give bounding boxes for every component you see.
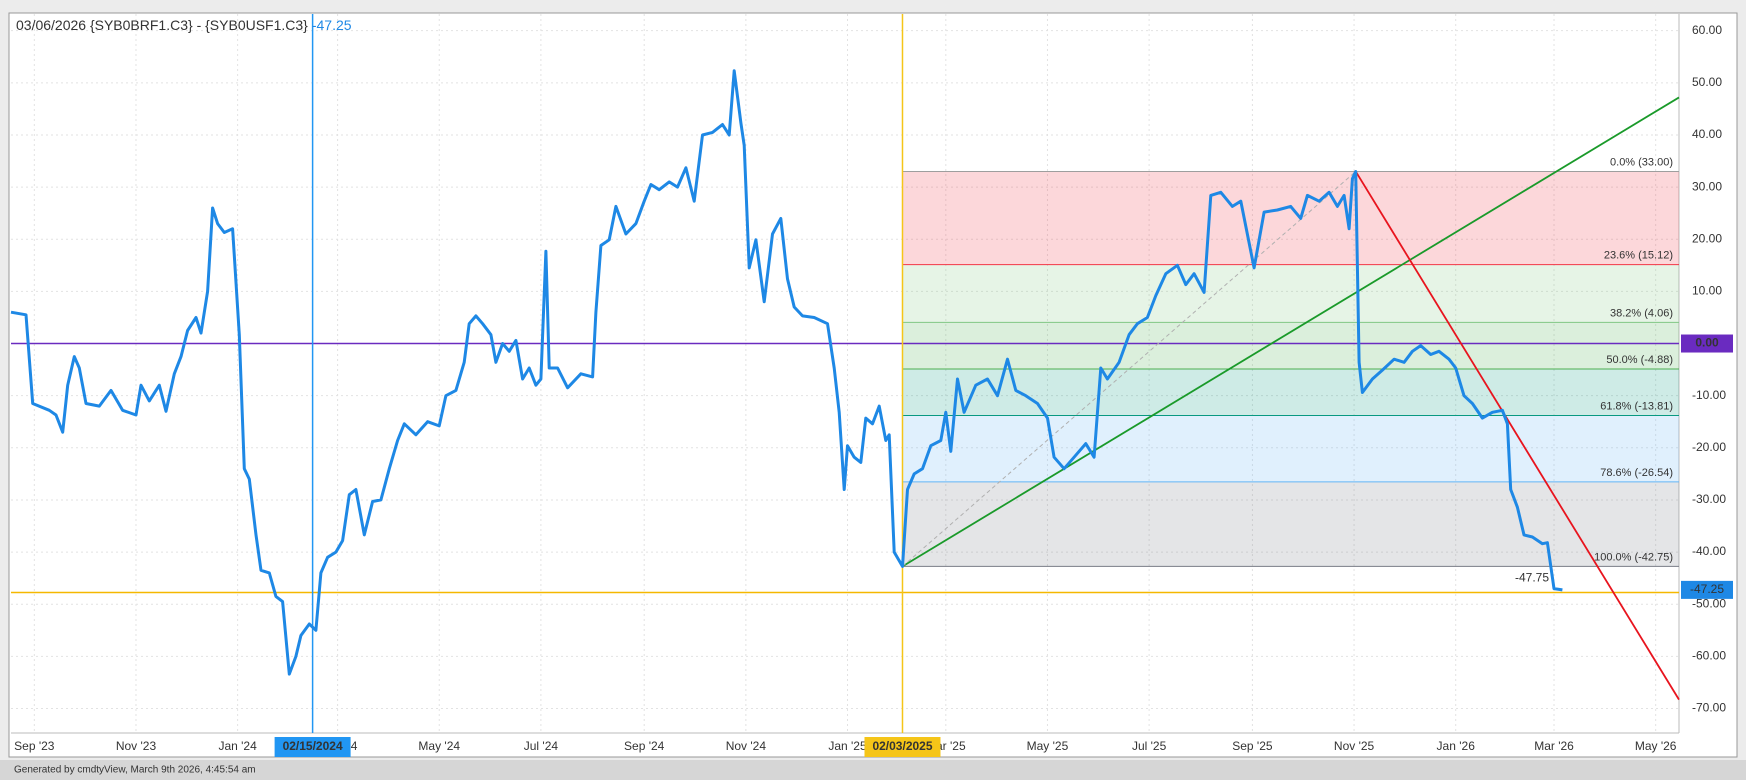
x-tick-label: Jan '24: [218, 739, 257, 753]
y-tick-label: -70.00: [1692, 701, 1726, 715]
x-tick-label: Sep '25: [1232, 739, 1273, 753]
chart-title-text: 03/06/2026 {SYB0BRF1.C3} - {SYB0USF1.C3}: [16, 17, 308, 33]
fib-label: 61.8% (-13.81): [1600, 400, 1673, 412]
fib-band: [902, 481, 1679, 567]
trend-line: [1354, 170, 1680, 701]
y-tick-label: -40.00: [1692, 544, 1726, 558]
fib-band: [902, 322, 1679, 369]
x-tick-label: Nov '23: [116, 739, 157, 753]
y-tick-label: 60.00: [1692, 23, 1722, 37]
x-tick-label: Nov '24: [726, 739, 767, 753]
fib-label: 100.0% (-42.75): [1594, 551, 1673, 563]
fib-band: [902, 415, 1679, 482]
y-tick-label: 20.00: [1692, 231, 1722, 245]
last-value-label: -47.25: [1690, 582, 1724, 596]
chart-frame: [8, 12, 1738, 758]
fib-band: [902, 368, 1679, 416]
y-tick-label: -10.00: [1692, 388, 1726, 402]
fib-label: 78.6% (-26.54): [1600, 467, 1673, 479]
x-tick-label: Jul '24: [524, 739, 559, 753]
fib-band: [902, 264, 1679, 323]
fib-label: 0.0% (33.00): [1610, 156, 1673, 168]
x-tick-label: May '25: [1027, 739, 1069, 753]
fib-label: 23.6% (15.12): [1604, 250, 1673, 262]
x-tick-label: Jul '25: [1132, 739, 1167, 753]
x-tick-label: May '24: [418, 739, 460, 753]
y-tick-label: -50.00: [1692, 596, 1726, 610]
chart-title-value: -47.25: [312, 17, 352, 33]
date-tag: [274, 737, 351, 757]
x-tick-label: May '26: [1635, 739, 1677, 753]
x-tick-label: Sep '23: [14, 739, 55, 753]
chart-title: 03/06/2026 {SYB0BRF1.C3} - {SYB0USF1.C3}…: [16, 17, 352, 33]
y-tick-label: -20.00: [1692, 440, 1726, 454]
footer-bar: [0, 760, 1746, 780]
x-tick-label: Sep '24: [624, 739, 665, 753]
date-tag-label: 02/03/2025: [872, 739, 932, 753]
value-tag: [1681, 334, 1733, 353]
date-tag: [864, 737, 941, 757]
y-tick-label: -30.00: [1692, 492, 1726, 506]
x-tick-label: Jan '26: [1437, 739, 1476, 753]
x-tick-label: Mar '26: [1534, 739, 1574, 753]
y-tick-label: 50.00: [1692, 75, 1722, 89]
line-label: -47.75: [1515, 571, 1549, 585]
x-tick-label: Jan '25: [828, 739, 867, 753]
fib-band: [902, 171, 1679, 265]
trend-line: [902, 96, 1680, 568]
fib-label: 50.0% (-4.88): [1606, 354, 1673, 366]
series-line: [10, 69, 1563, 676]
y-tick-label: -60.00: [1692, 649, 1726, 663]
y-tick-label: 30.00: [1692, 179, 1722, 193]
y-tick-label: 10.00: [1692, 284, 1722, 298]
y-tick-label: 40.00: [1692, 127, 1722, 141]
x-tick-label: Nov '25: [1334, 739, 1375, 753]
value-tag-label: 0.00: [1695, 336, 1719, 350]
fib-label: 38.2% (4.06): [1610, 307, 1673, 319]
date-tag-label: 02/15/2024: [283, 739, 343, 753]
footer: Generated by cmdtyView, March 9th 2026, …: [14, 765, 256, 776]
trend-line: [902, 171, 1357, 567]
last-value-tag: [1681, 580, 1733, 599]
